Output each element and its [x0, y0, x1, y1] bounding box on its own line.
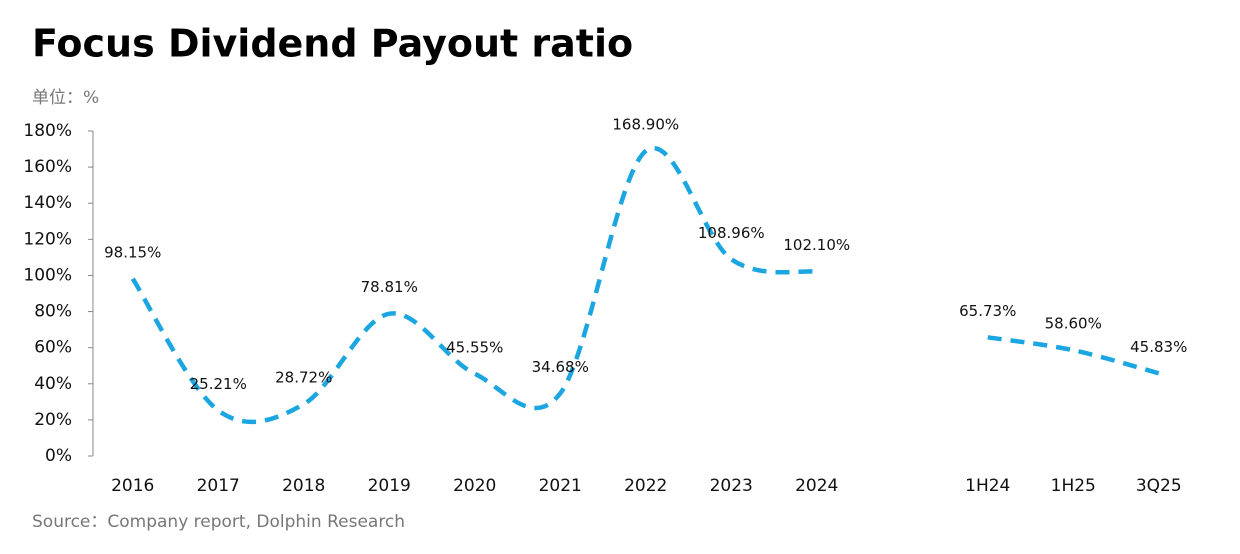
- data-label: 108.96%: [698, 224, 765, 242]
- x-tick-label: 2020: [453, 476, 496, 496]
- x-tick-label: 2024: [795, 476, 838, 496]
- x-tick-label: 2017: [197, 476, 240, 496]
- chart-title: Focus Dividend Payout ratio: [32, 22, 633, 66]
- x-tick-label: 2023: [710, 476, 753, 496]
- y-tick-label: 160%: [23, 157, 72, 177]
- data-label: 58.60%: [1045, 315, 1102, 333]
- data-label: 168.90%: [612, 116, 679, 134]
- y-tick-label: 0%: [45, 446, 72, 466]
- y-tick-label: 120%: [23, 229, 72, 249]
- y-tick-label: 60%: [34, 338, 72, 358]
- y-tick-label: 140%: [23, 193, 72, 213]
- x-tick-label: 2016: [111, 476, 154, 496]
- x-tick-label: 2021: [539, 476, 582, 496]
- data-label: 34.68%: [532, 358, 589, 376]
- x-tick-label: 2018: [282, 476, 325, 496]
- data-label: 45.83%: [1130, 338, 1187, 356]
- x-tick-label: 3Q25: [1136, 476, 1182, 496]
- y-tick-label: 20%: [34, 410, 72, 430]
- x-tick-label: 1H24: [965, 476, 1010, 496]
- x-tick-label: 1H25: [1051, 476, 1096, 496]
- unit-label: 单位：%: [32, 88, 99, 108]
- line: [130, 145, 1160, 425]
- x-tick-label: 2022: [624, 476, 667, 496]
- y-tick-label: 180%: [23, 121, 72, 141]
- y-tick-label: 40%: [34, 374, 72, 394]
- x-tick-label: 2019: [368, 476, 411, 496]
- data-label: 28.72%: [275, 369, 332, 387]
- y-tick-label: 100%: [23, 265, 72, 285]
- y-tick-label: 80%: [34, 302, 72, 322]
- data-label: 45.55%: [446, 338, 503, 356]
- data-label: 78.81%: [361, 278, 418, 296]
- data-label: 98.15%: [104, 243, 161, 261]
- source: Source：Company report, Dolphin Research: [32, 512, 405, 532]
- data-label: 65.73%: [959, 302, 1016, 320]
- data-label: 102.10%: [783, 236, 850, 254]
- data-label: 25.21%: [190, 375, 247, 393]
